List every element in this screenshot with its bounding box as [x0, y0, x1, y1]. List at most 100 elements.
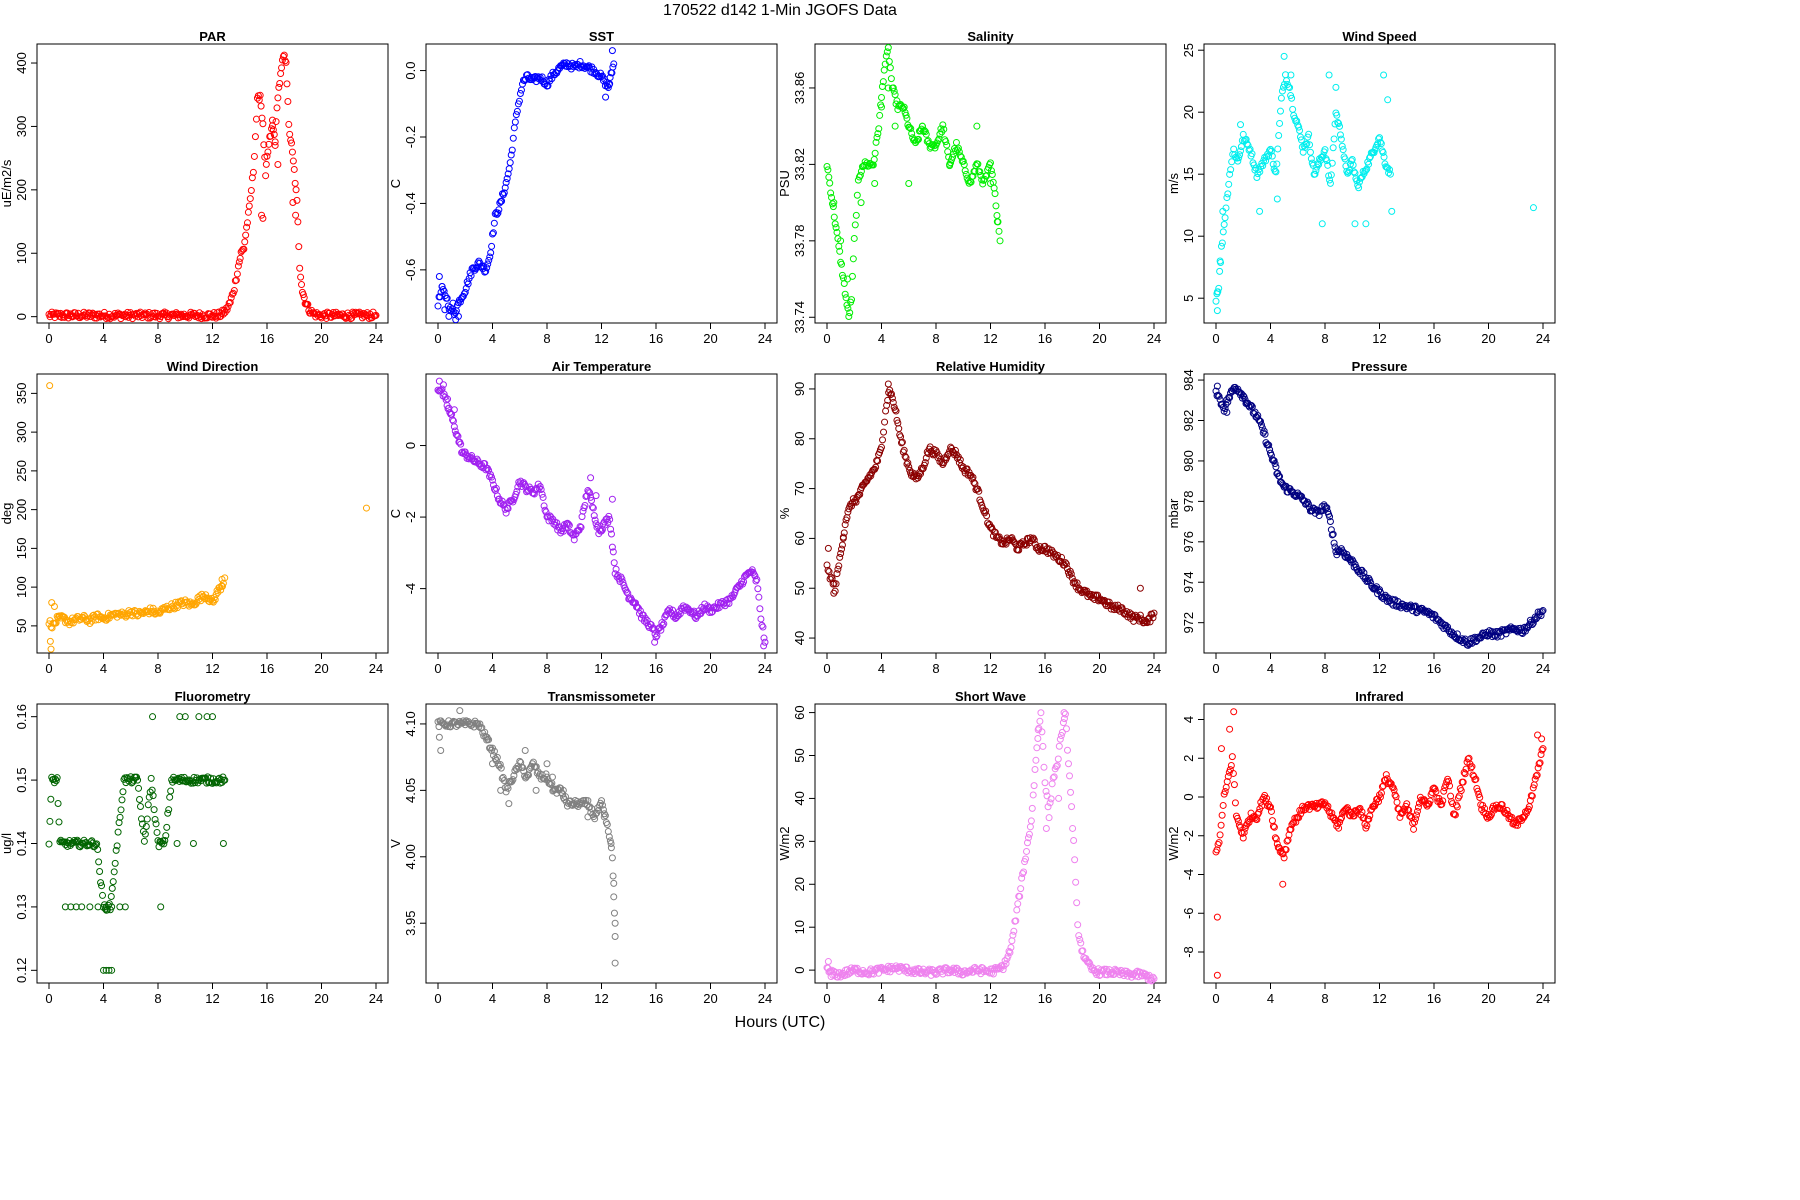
data-point	[1237, 147, 1245, 155]
data-point	[882, 52, 890, 60]
data-point	[489, 230, 496, 238]
data-point	[258, 211, 266, 219]
data-point	[110, 868, 118, 876]
data-point	[1298, 143, 1306, 151]
y-tick-label: 300	[14, 116, 29, 138]
data-point	[944, 148, 952, 156]
data-point	[846, 309, 854, 317]
data-point	[372, 311, 380, 319]
y-tick-label: 10	[1181, 229, 1196, 243]
data-point	[1375, 587, 1383, 595]
data-point	[901, 452, 909, 460]
data-point	[1006, 949, 1014, 957]
data-point	[1212, 297, 1220, 305]
data-point	[918, 465, 926, 473]
data-point	[834, 565, 842, 573]
data-point	[876, 111, 884, 119]
data-point	[267, 132, 275, 140]
data-point	[1062, 725, 1070, 733]
data-point	[1534, 731, 1542, 739]
data-point	[1366, 812, 1374, 820]
x-tick-label: 12	[594, 331, 608, 346]
panel-fluorometry: Fluorometry 0 4 8 12 16 20 24 0.12 0.13 0.14 0.15 0.…	[0, 689, 389, 1006]
data-point	[610, 60, 618, 68]
y-tick-label: 0.13	[14, 894, 29, 919]
data-point	[891, 406, 899, 414]
data-point	[559, 786, 567, 794]
data-point	[888, 394, 896, 402]
data-point	[1224, 398, 1232, 406]
data-point	[209, 713, 216, 721]
data-point	[1221, 788, 1229, 796]
data-point	[535, 484, 543, 492]
data-point	[532, 484, 540, 492]
data-point	[273, 104, 281, 112]
data-point	[496, 760, 504, 768]
data-point	[521, 747, 529, 754]
data-point	[1444, 623, 1452, 631]
data-point	[1461, 770, 1469, 778]
panel-title: SST	[589, 29, 614, 44]
data-point	[957, 153, 965, 161]
data-point	[1057, 732, 1065, 740]
data-point	[1258, 424, 1266, 432]
data-point	[498, 497, 506, 505]
data-point	[757, 615, 765, 623]
y-tick-label: 300	[14, 421, 29, 443]
data-point	[264, 148, 272, 156]
data-point	[96, 868, 104, 876]
data-point	[1213, 288, 1221, 296]
data-point	[274, 94, 282, 102]
data-point	[270, 130, 278, 138]
data-point	[461, 288, 469, 296]
data-point	[1253, 173, 1261, 181]
data-point	[1321, 503, 1329, 511]
x-tick-label: 20	[1481, 991, 1495, 1006]
data-point	[761, 638, 769, 646]
y-tick-label: 0	[1181, 793, 1196, 800]
data-point	[498, 774, 506, 782]
data-point	[1063, 746, 1071, 754]
data-point	[993, 218, 1001, 226]
data-point	[247, 186, 255, 194]
data-point	[516, 757, 524, 765]
data-point	[1272, 168, 1280, 176]
y-axis-label: uE/m2/s	[0, 159, 14, 207]
data-point	[1055, 794, 1063, 802]
data-point	[756, 605, 764, 613]
data-point	[1050, 773, 1058, 781]
x-tick-label: 16	[1427, 661, 1441, 676]
data-point	[1278, 87, 1286, 95]
data-point	[493, 753, 501, 761]
data-point	[852, 498, 860, 506]
data-point	[283, 80, 291, 88]
data-point	[1284, 836, 1292, 844]
data-point	[856, 171, 864, 179]
data-point	[605, 512, 613, 520]
y-tick-label: 982	[1181, 410, 1196, 432]
data-point	[507, 151, 515, 159]
data-point	[608, 47, 616, 55]
data-point	[1375, 798, 1383, 806]
data-point	[1040, 763, 1048, 771]
y-tick-label: 25	[1181, 43, 1196, 57]
data-point	[490, 747, 498, 755]
y-tick-label: -0.6	[403, 259, 418, 281]
data-point	[509, 776, 517, 784]
data-point	[55, 818, 63, 826]
y-tick-label: 10	[792, 920, 807, 934]
data-point	[121, 903, 129, 911]
data-point	[873, 133, 881, 141]
data-point	[1287, 71, 1295, 79]
data-point	[153, 828, 161, 836]
data-point	[1365, 815, 1373, 823]
data-point	[149, 792, 157, 800]
data-point	[451, 427, 459, 435]
data-point	[1213, 307, 1221, 315]
data-point	[489, 229, 497, 237]
data-point	[441, 393, 449, 401]
data-point	[1328, 159, 1336, 167]
y-tick-label: 0.15	[14, 767, 29, 792]
data-point	[105, 966, 113, 974]
data-point	[751, 572, 759, 580]
